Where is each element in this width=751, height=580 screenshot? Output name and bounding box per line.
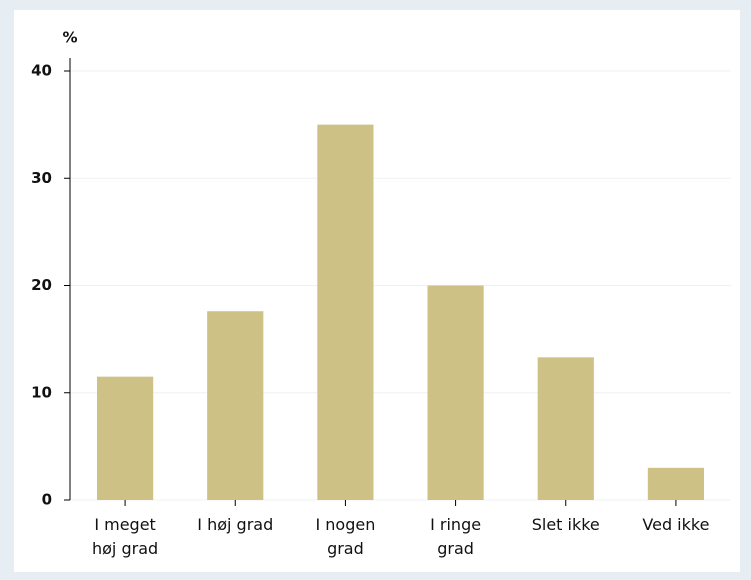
bar [427, 285, 484, 500]
x-tick-label: I ringe grad [430, 515, 481, 558]
x-tick-label-line: Ved ikke [642, 515, 709, 534]
y-tick-label: 40 [31, 62, 52, 80]
x-tick-label-line: I nogen [315, 515, 375, 534]
bar [96, 376, 154, 500]
bar [317, 124, 374, 500]
x-tick-label-line: I meget [94, 515, 156, 534]
y-tick-label: 20 [31, 276, 52, 294]
x-tick-label: Slet ikke [532, 515, 600, 534]
x-tick-label-line: grad [437, 539, 474, 558]
y-tick-label: 30 [31, 169, 52, 187]
x-tick-label: I høj grad [197, 515, 273, 534]
x-tick-label: I nogen grad [315, 515, 375, 558]
bar [647, 467, 705, 500]
x-tick-label: Ved ikke [642, 515, 709, 534]
y-axis-label: % [62, 29, 77, 47]
x-tick-label-line: Slet ikke [532, 515, 600, 534]
x-tick-label-line: høj grad [92, 539, 158, 558]
bar [207, 311, 264, 500]
x-tick-label-line: I høj grad [197, 515, 273, 534]
x-tick-label-line: I ringe [430, 515, 481, 534]
bar [537, 357, 594, 500]
x-tick-label-line: grad [327, 539, 364, 558]
x-tick-label: I meget høj grad [92, 515, 158, 558]
y-tick-label: 10 [31, 383, 52, 401]
y-tick-label: 0 [42, 491, 52, 509]
